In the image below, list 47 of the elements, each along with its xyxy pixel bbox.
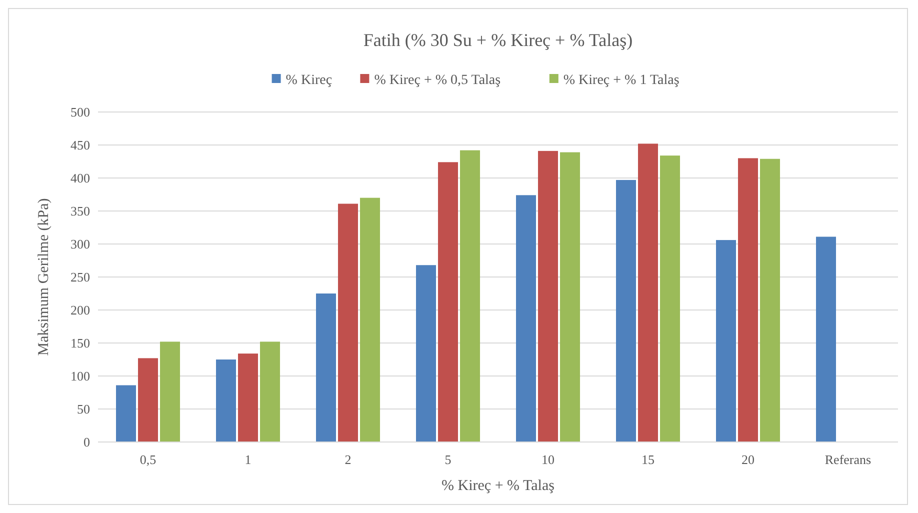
legend-label: % Kireç + % 0,5 Talaş: [374, 72, 501, 88]
x-tick-label: 2: [344, 452, 352, 467]
x-tick-label: 0,5: [140, 452, 156, 467]
bar: [816, 236, 836, 442]
bar: [238, 354, 258, 442]
bar: [716, 240, 736, 442]
x-tick-label: 20: [742, 452, 754, 467]
bar: [538, 150, 558, 442]
y-tick-label: 100: [70, 368, 90, 384]
y-axis-title: Maksimum Gerilme (kPa): [36, 198, 52, 356]
bar: [516, 195, 536, 442]
legend-label: % Kireç + % 1 Talaş: [563, 72, 680, 88]
x-tick-label: 1: [244, 452, 252, 467]
bar: [260, 342, 280, 442]
x-tick-label: Referans: [824, 452, 872, 467]
y-tick-label: 450: [70, 138, 90, 153]
y-tick-label: 150: [70, 336, 90, 351]
bar: [638, 144, 658, 442]
bar: [616, 180, 636, 442]
x-tick-label: 15: [642, 452, 654, 467]
bar: [160, 342, 180, 442]
x-tick-label: 5: [444, 452, 452, 467]
x-axis-title: % Kireç + % Talaş: [442, 478, 555, 494]
y-tick-label: 350: [70, 204, 90, 219]
y-tick-label: 400: [70, 170, 90, 186]
bar: [138, 358, 158, 442]
bar: [360, 198, 380, 442]
y-tick-label: 50: [77, 402, 90, 417]
bar: [760, 158, 780, 442]
bar: [216, 360, 236, 442]
y-tick-label: 0: [84, 434, 90, 450]
bar: [738, 158, 758, 442]
bar: [660, 156, 680, 442]
bar: [460, 150, 480, 442]
bar: [116, 385, 136, 442]
x-tick-label: 10: [542, 452, 554, 467]
bar: [316, 294, 336, 442]
y-tick-label: 300: [70, 236, 90, 252]
y-tick-label: 500: [70, 104, 90, 120]
legend-label: % Kireç: [286, 72, 332, 88]
chart-title: Fatih (% 30 Su + % Kireç + % Talaş): [363, 30, 633, 50]
bar: [560, 152, 580, 442]
bar: [438, 162, 458, 442]
bar: [416, 265, 436, 442]
y-tick-label: 250: [70, 270, 90, 285]
y-tick-label: 200: [70, 302, 90, 318]
bar: [338, 204, 358, 442]
